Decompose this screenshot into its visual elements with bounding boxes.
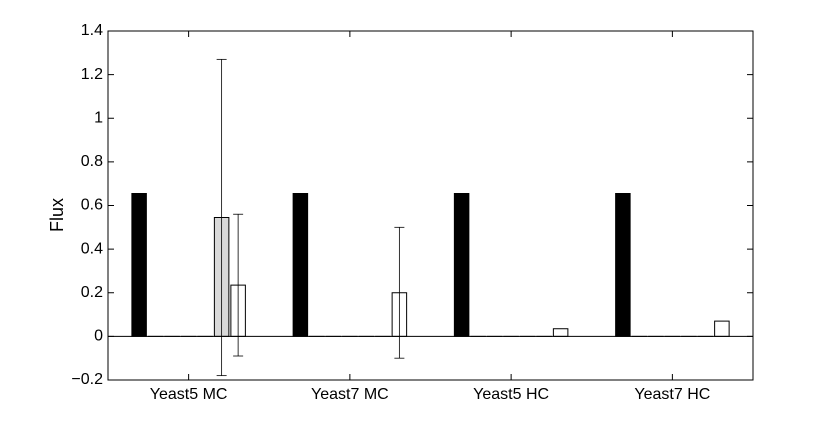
bar [552, 328, 569, 337]
ticks-layer: −0.2 0 0.2 0.4 0.6 0.8 1 1.2 1.4 Yeast5 MC Yeast7 … [71, 22, 753, 403]
bar [131, 193, 147, 337]
bar [615, 193, 631, 337]
bar [714, 320, 730, 337]
y-tick-label: 0.8 [81, 153, 103, 170]
y-tick-label: 1 [94, 109, 103, 126]
plot-frame [107, 30, 754, 381]
x-tick-label: Yeast5 MC [150, 386, 228, 403]
x-tick-label: Yeast7 HC [634, 386, 710, 403]
x-tick-label: Yeast5 HC [473, 386, 549, 403]
x-tick-label: Yeast7 MC [311, 386, 389, 403]
y-tick-label: 0.6 [81, 197, 103, 214]
y-tick-label: 0.2 [81, 284, 103, 301]
bar [292, 193, 309, 337]
bar [453, 193, 470, 337]
y-axis-label: Flux [47, 198, 67, 232]
y-tick-label: 1.4 [81, 22, 103, 39]
y-tick-label: −0.2 [71, 371, 103, 388]
y-tick-label: 0 [94, 328, 103, 345]
y-tick-label: 1.2 [81, 66, 103, 83]
y-tick-label: 0.4 [81, 240, 103, 257]
